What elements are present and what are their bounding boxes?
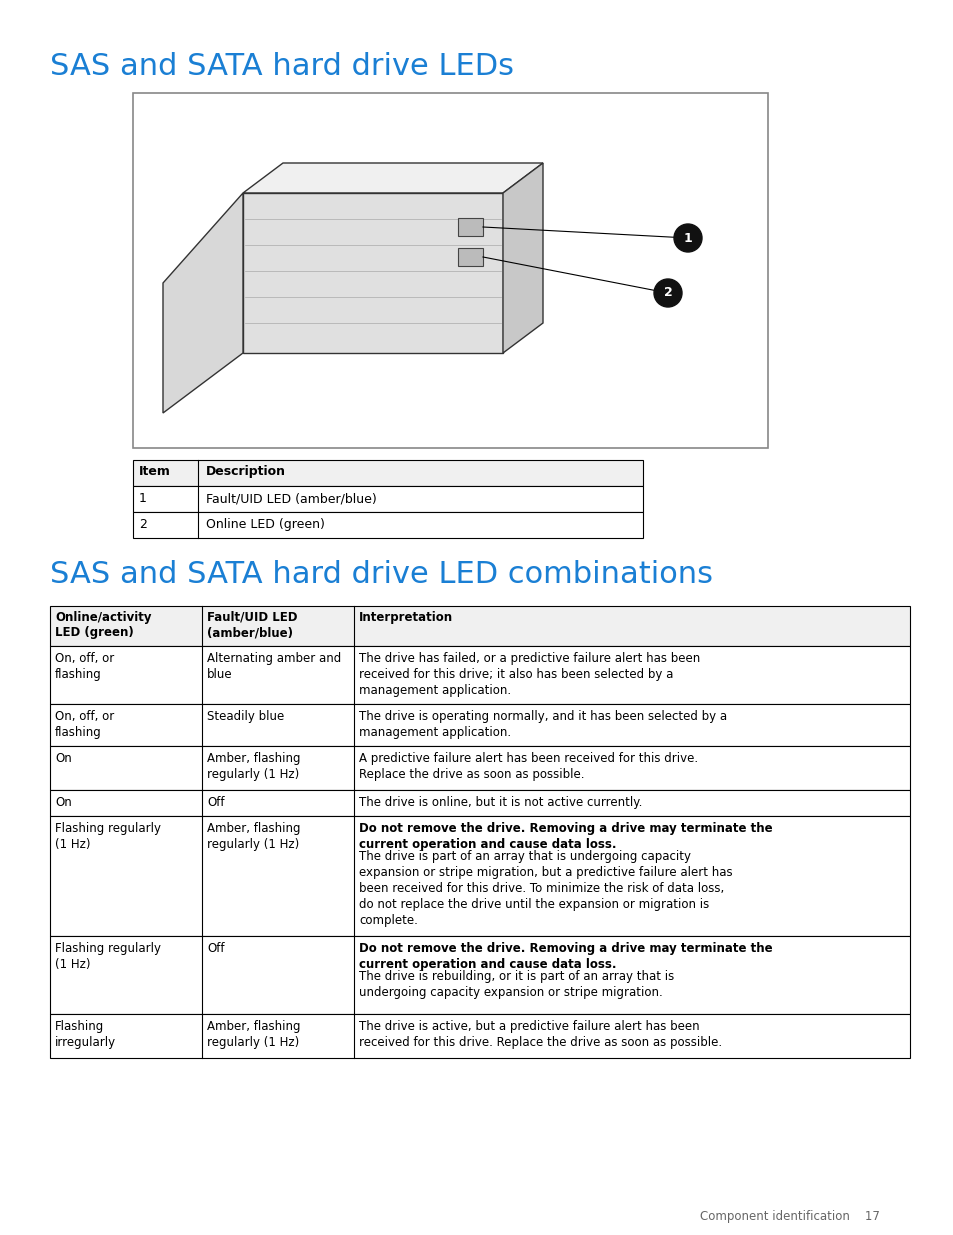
Polygon shape	[243, 193, 502, 353]
Text: On, off, or
flashing: On, off, or flashing	[55, 652, 114, 680]
Text: On: On	[55, 752, 71, 764]
Text: Component identification    17: Component identification 17	[700, 1210, 879, 1223]
Bar	[50, 746, 909, 790]
Bar	[132, 487, 642, 513]
Text: Flashing
irregularly: Flashing irregularly	[55, 1020, 116, 1049]
Bar	[50, 606, 909, 646]
Text: Online/activity: Online/activity	[55, 611, 152, 624]
Text: 1: 1	[683, 231, 692, 245]
Text: Alternating amber and
blue: Alternating amber and blue	[207, 652, 341, 680]
Circle shape	[654, 279, 681, 308]
Text: On, off, or
flashing: On, off, or flashing	[55, 710, 114, 739]
Text: SAS and SATA hard drive LEDs: SAS and SATA hard drive LEDs	[50, 52, 514, 82]
Circle shape	[673, 224, 701, 252]
Text: 1: 1	[139, 492, 147, 505]
Text: Off: Off	[207, 942, 224, 955]
Text: Flashing regularly
(1 Hz): Flashing regularly (1 Hz)	[55, 823, 161, 851]
Text: Fault/UID LED (amber/blue): Fault/UID LED (amber/blue)	[206, 492, 376, 505]
Text: The drive is rebuilding, or it is part of an array that is
undergoing capacity e: The drive is rebuilding, or it is part o…	[358, 969, 674, 999]
Text: Off: Off	[207, 797, 224, 809]
Text: LED (green): LED (green)	[55, 626, 133, 638]
Text: Do not remove the drive. Removing a drive may terminate the
current operation an: Do not remove the drive. Removing a driv…	[358, 823, 772, 851]
Bar	[457, 248, 482, 266]
Text: Amber, flashing
regularly (1 Hz): Amber, flashing regularly (1 Hz)	[207, 823, 300, 851]
Text: Flashing regularly
(1 Hz): Flashing regularly (1 Hz)	[55, 942, 161, 971]
Text: The drive is online, but it is not active currently.: The drive is online, but it is not activ…	[358, 797, 641, 809]
Text: (amber/blue): (amber/blue)	[207, 626, 293, 638]
Text: Amber, flashing
regularly (1 Hz): Amber, flashing regularly (1 Hz)	[207, 1020, 300, 1049]
Text: Fault/UID LED: Fault/UID LED	[207, 611, 297, 624]
Text: 2: 2	[139, 517, 147, 531]
Bar	[50, 790, 909, 816]
Bar	[132, 513, 642, 538]
Bar	[50, 936, 909, 1014]
Text: The drive is active, but a predictive failure alert has been
received for this d: The drive is active, but a predictive fa…	[358, 1020, 721, 1049]
Polygon shape	[502, 163, 542, 353]
Bar	[132, 459, 642, 487]
Polygon shape	[163, 193, 243, 412]
Text: The drive has failed, or a predictive failure alert has been
received for this d: The drive has failed, or a predictive fa…	[358, 652, 700, 697]
Text: Item: Item	[139, 466, 171, 478]
Text: Online LED (green): Online LED (green)	[206, 517, 325, 531]
Text: Do not remove the drive. Removing a drive may terminate the
current operation an: Do not remove the drive. Removing a driv…	[358, 942, 772, 971]
Text: A predictive failure alert has been received for this drive.
Replace the drive a: A predictive failure alert has been rece…	[358, 752, 698, 781]
Polygon shape	[243, 163, 542, 193]
Text: Interpretation: Interpretation	[358, 611, 453, 624]
Text: 2: 2	[663, 287, 672, 300]
Bar	[50, 816, 909, 936]
Bar	[132, 93, 767, 448]
Bar	[457, 219, 482, 236]
Text: Steadily blue: Steadily blue	[207, 710, 284, 722]
Text: Description: Description	[206, 466, 286, 478]
Text: On: On	[55, 797, 71, 809]
Text: The drive is operating normally, and it has been selected by a
management applic: The drive is operating normally, and it …	[358, 710, 726, 739]
Text: Amber, flashing
regularly (1 Hz): Amber, flashing regularly (1 Hz)	[207, 752, 300, 781]
Text: SAS and SATA hard drive LED combinations: SAS and SATA hard drive LED combinations	[50, 559, 712, 589]
Bar	[50, 704, 909, 746]
Bar	[50, 1014, 909, 1058]
Bar	[50, 646, 909, 704]
Text: The drive is part of an array that is undergoing capacity
expansion or stripe mi: The drive is part of an array that is un…	[358, 850, 732, 927]
